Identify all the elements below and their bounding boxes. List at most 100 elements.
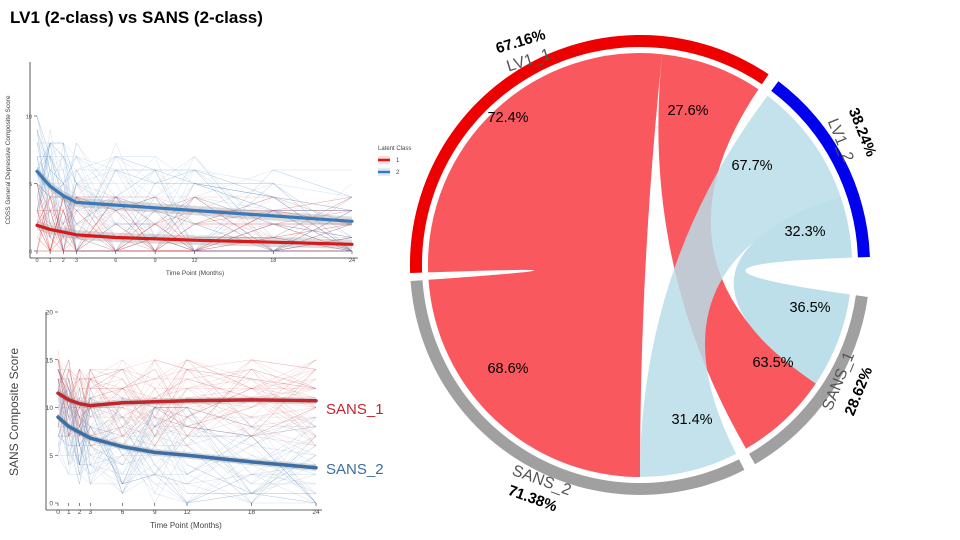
sans-trajectory (57, 368, 317, 446)
sans-trajectory (57, 407, 317, 504)
chord-flow-label: 31.4% (671, 412, 712, 428)
chord-flow-label: 63.5% (752, 355, 793, 371)
chord-flow-label: 72.4% (487, 110, 528, 126)
sans-trajectory (58, 359, 317, 437)
sans-trajectory (57, 388, 317, 446)
slide-title: LV1 (2-class) vs SANS (2-class) (10, 8, 263, 27)
sans-trajectory (57, 368, 317, 437)
sans-trajectory (58, 397, 316, 495)
cdss-trajectory (36, 183, 353, 252)
sans-trajectory (57, 397, 316, 466)
sans-trajectory (57, 359, 317, 437)
sans-trajectory (57, 378, 317, 447)
sans-trajectory (57, 378, 317, 504)
sans-trajectory (57, 368, 317, 437)
cdss-trajectory (36, 142, 353, 252)
cdss-mean-line-2 (35, 169, 354, 223)
sans-trajectory (57, 359, 317, 437)
cdss-x-tick-label: 0 (35, 258, 38, 264)
sans-trajectory (57, 388, 317, 494)
sans-trajectory (57, 369, 317, 408)
cdss-trajectory (36, 156, 353, 239)
sans-trajectory (57, 388, 317, 437)
sans-y-tick-label: 5 (49, 453, 53, 460)
sans-trajectory (57, 397, 317, 485)
cdss-trajectory (37, 142, 353, 252)
sans-trajectory (57, 359, 317, 418)
cdss-mean-line-1 (35, 223, 354, 246)
cdss-trajectory (37, 196, 352, 252)
sans-x-tick-label: 24 (312, 509, 320, 516)
sans-trajectory (57, 397, 317, 485)
sans-x-tick-label: 9 (153, 509, 157, 516)
sans-x-tick-label: 1 (67, 509, 71, 516)
chord-flow-lv1_2-to-sans_2 (640, 95, 841, 477)
cdss-trajectory (36, 142, 353, 252)
cdss-trajectory (36, 156, 353, 252)
sans-y-tick-label: 0 (49, 501, 53, 508)
cdss-trajectory (36, 156, 353, 252)
cdss-trajectory (37, 196, 353, 252)
cdss-x-tick-label: 12 (191, 258, 197, 264)
cdss-trajectory (36, 155, 353, 252)
sans-trajectory (57, 426, 317, 504)
sans-trajectory (57, 359, 317, 427)
cdss-trajectory (36, 115, 352, 239)
sans-y-axis-label: SANS Composite Score (7, 348, 21, 476)
cdss-trajectory (36, 129, 352, 252)
legend-title: Latent Class (378, 146, 411, 152)
sans-y-tick-label: 15 (46, 357, 54, 364)
cdss-trajectory (36, 169, 353, 252)
sans-trajectory (57, 387, 317, 494)
sans-trajectory (58, 359, 317, 437)
sans-mean-line-2 (56, 415, 318, 470)
chord-flow-lv1_1-to-sans_2 (427, 53, 663, 478)
cdss-y-axis-label: CDSS General Depressive Composite Score (5, 95, 12, 224)
sans-trajectory (57, 396, 317, 504)
sans-x-tick-label: 2 (78, 509, 82, 516)
sans-y-tick-label: 10 (46, 405, 54, 412)
cdss-trajectory (36, 183, 352, 252)
sans-trajectory (57, 359, 317, 437)
legend-label-1: 1 (396, 158, 400, 164)
sans-trajectory (57, 369, 317, 485)
sans-trajectory (57, 359, 317, 418)
cdss-axes (29, 62, 358, 259)
sans-trajectory (57, 359, 317, 437)
sans-x-tick-label: 6 (121, 509, 125, 516)
sans-trajectory (57, 368, 317, 437)
sans-trajectory (57, 359, 317, 447)
sans-trajectory (57, 359, 317, 437)
chord-flow-label: 27.6% (667, 103, 708, 119)
sans-trajectory (58, 359, 317, 437)
sans-trajectory (57, 397, 317, 504)
cdss-y-tick-label: 0 (29, 250, 32, 256)
cdss-trajectory (36, 156, 353, 252)
sans-trajectory (57, 359, 317, 427)
sans-trajectory (57, 368, 317, 446)
cdss-x-axis-label: Time Point (Months) (166, 270, 224, 277)
sans-trajectory (57, 407, 317, 504)
sans-trajectory (57, 426, 317, 504)
sans-trajectory (57, 388, 317, 494)
cdss-trajectory (36, 129, 353, 252)
cdss-trajectory (36, 129, 353, 252)
sans-trajectory (57, 378, 317, 447)
sans-x-tick-label: 12 (183, 509, 191, 516)
sans-trajectory (57, 397, 317, 485)
sans-trajectory (57, 369, 317, 437)
sans-trajectory (57, 378, 317, 504)
sans-trajectory (57, 359, 317, 437)
cdss-trajectory (36, 196, 353, 252)
sans-trajectory (58, 406, 317, 494)
cdss-trajectory (36, 142, 353, 238)
cdss-trajectory (36, 196, 353, 252)
sans-trajectory (58, 369, 317, 447)
sans-y-tick-label: 20 (46, 310, 54, 317)
sans-trajectory (57, 350, 317, 437)
cdss-trajectory (36, 196, 353, 252)
sans-trajectory (57, 378, 316, 494)
cdss-trajectory (36, 156, 352, 252)
sans-x-tick-label: 0 (56, 509, 60, 516)
